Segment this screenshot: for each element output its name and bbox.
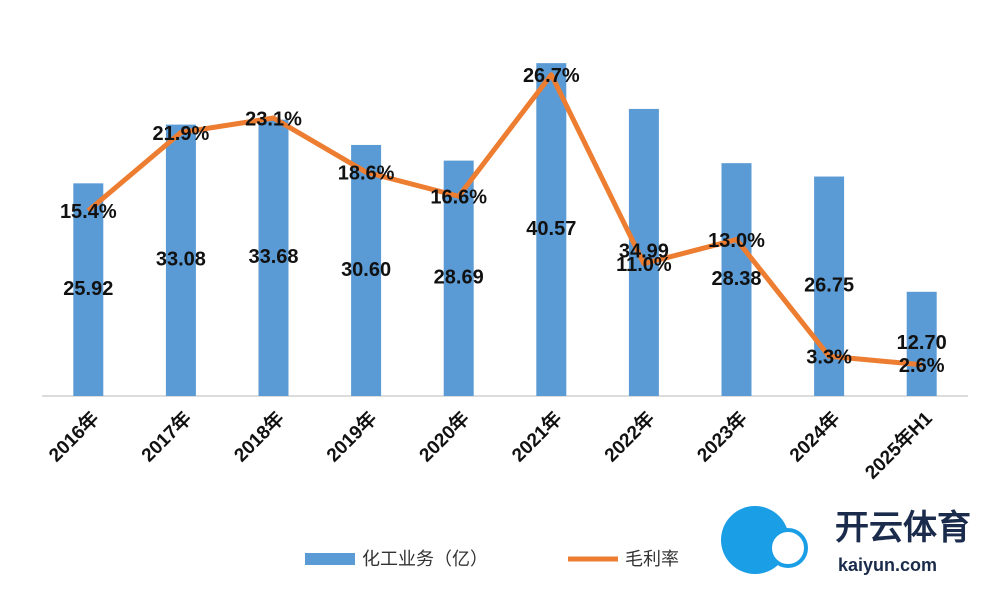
legend-label: 化工业务（亿） bbox=[362, 549, 488, 569]
bar-value-label: 40.57 bbox=[526, 218, 576, 240]
logo-ball bbox=[768, 528, 808, 568]
bar-value-label: 25.92 bbox=[63, 278, 113, 300]
x-tick-label: 2016年 bbox=[44, 407, 104, 467]
bar-value-label: 28.38 bbox=[711, 268, 761, 290]
line bbox=[86, 72, 922, 368]
bar-value-label: 34.99 bbox=[619, 241, 669, 263]
legend-swatch bbox=[305, 553, 355, 565]
x-tick-label: 2020年 bbox=[414, 407, 474, 467]
bar bbox=[721, 163, 752, 396]
line-value-label: 18.6% bbox=[338, 162, 395, 184]
line-value-label: 21.9% bbox=[153, 123, 210, 145]
line-value-label: 26.7% bbox=[523, 65, 580, 87]
bar-value-label: 12.70 bbox=[897, 332, 947, 354]
x-tick-label: 2019年 bbox=[322, 407, 382, 467]
logo: 开云体育 kaiyun.com bbox=[721, 506, 971, 575]
line-value-label: 3.3% bbox=[806, 347, 852, 369]
bar bbox=[165, 124, 196, 397]
bar-value-label: 33.68 bbox=[248, 246, 298, 268]
bar bbox=[73, 183, 104, 396]
x-tick-label: 2017年 bbox=[136, 407, 196, 467]
bar-value-label: 26.75 bbox=[804, 275, 854, 297]
line-value-label: 11.0% bbox=[616, 254, 672, 276]
bar bbox=[906, 291, 937, 396]
bar bbox=[351, 144, 382, 396]
logo-url: kaiyun.com bbox=[838, 555, 937, 575]
bar-value-label: 28.69 bbox=[434, 267, 484, 289]
bar bbox=[258, 119, 289, 397]
bar bbox=[443, 160, 474, 396]
x-tick-label: 2024年 bbox=[785, 407, 845, 467]
line-value-label: 13.0% bbox=[708, 230, 765, 252]
line-value-label: 23.1% bbox=[245, 108, 302, 130]
bar bbox=[628, 108, 659, 397]
line-value-label: 15.4% bbox=[60, 201, 117, 223]
bar-value-label: 33.08 bbox=[156, 249, 206, 271]
x-tick-label: 2023年 bbox=[692, 407, 752, 467]
line-value-label: 2.6% bbox=[899, 355, 945, 377]
x-tick-label: 2018年 bbox=[229, 407, 289, 467]
x-tick-label: 2025年H1 bbox=[860, 407, 937, 484]
x-tick-label: 2021年 bbox=[507, 407, 567, 467]
x-tick-label: 2022年 bbox=[599, 407, 659, 467]
legend-label: 毛利率 bbox=[625, 549, 679, 569]
bar-value-label: 30.60 bbox=[341, 259, 391, 281]
logo-name: 开云体育 bbox=[835, 509, 971, 547]
bar bbox=[536, 63, 567, 396]
line-value-label: 16.6% bbox=[430, 187, 487, 209]
